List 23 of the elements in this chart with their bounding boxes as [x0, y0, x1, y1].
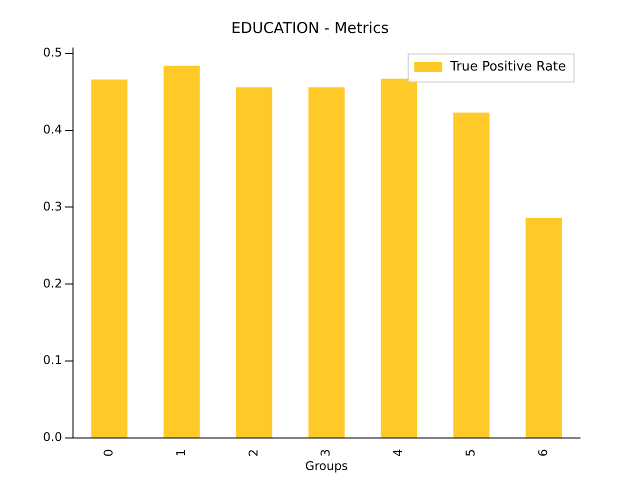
bar	[236, 87, 272, 438]
x-tick-label: 3	[318, 448, 333, 457]
x-tick-label: 6	[536, 448, 550, 457]
bar	[380, 78, 418, 438]
legend-label: True Positive Rate	[449, 59, 566, 74]
x-axis-title: Groups	[305, 458, 348, 473]
x-tick-label: 5	[464, 448, 478, 457]
y-tick-label: 0.4	[42, 122, 62, 136]
y-tick-label: 0.5	[42, 46, 62, 60]
y-tick-label: 0.0	[42, 430, 62, 444]
x-tick-label: 4	[391, 448, 406, 457]
x-tick-label: 1	[174, 448, 188, 457]
y-tick-label: 0.3	[42, 199, 62, 214]
y-tick-label: 0.2	[42, 276, 62, 290]
bar	[453, 112, 490, 438]
bar	[164, 66, 200, 438]
x-tick-label: 2	[246, 448, 260, 457]
y-tick-label: 0.1	[42, 353, 62, 368]
chart-title: EDUCATION - Metrics	[231, 18, 389, 37]
bar	[91, 80, 128, 438]
x-tick-label: 0	[101, 448, 116, 457]
bar	[526, 218, 562, 438]
bar	[308, 87, 345, 438]
